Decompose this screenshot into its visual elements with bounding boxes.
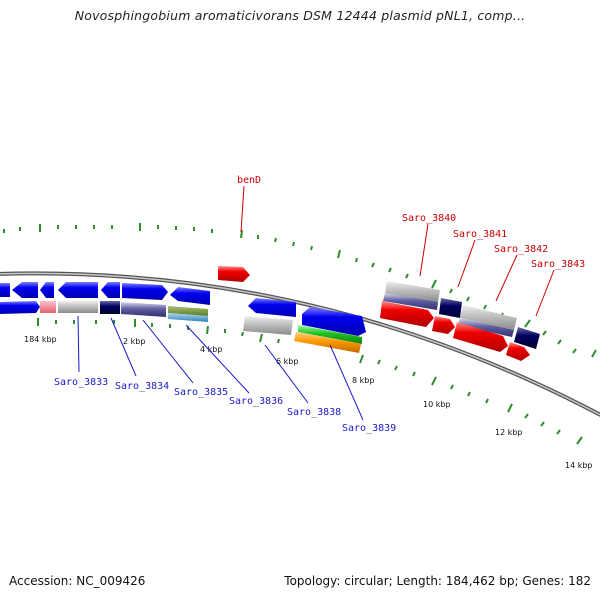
scale-label-184kbp: 184 kbp bbox=[24, 335, 57, 344]
gene-label-saro-3833[interactable]: Saro_3833 bbox=[54, 377, 108, 388]
scale-labels: 184 kbp 2 kbp 4 kbp 6 kbp 8 kbp 10 kbp 1… bbox=[24, 335, 593, 470]
scale-label-8kbp: 8 kbp bbox=[352, 376, 374, 385]
gene-arrow[interactable] bbox=[122, 283, 168, 300]
gene-block[interactable] bbox=[168, 313, 208, 322]
gene-block[interactable] bbox=[458, 318, 514, 337]
gene-label-saro-3836[interactable]: Saro_3836 bbox=[229, 396, 283, 407]
gene-label-saro-3834[interactable]: Saro_3834 bbox=[115, 381, 169, 392]
gene-block[interactable] bbox=[168, 306, 208, 316]
gene-arrow[interactable] bbox=[12, 282, 38, 298]
scale-label-2kbp: 2 kbp bbox=[123, 337, 145, 346]
gene-label-saro-3842[interactable]: Saro_3842 bbox=[494, 244, 548, 255]
gene-arrow[interactable] bbox=[380, 301, 434, 327]
gene-block[interactable] bbox=[243, 316, 293, 335]
gene-row-right[interactable] bbox=[380, 281, 540, 361]
scale-label-6kbp: 6 kbp bbox=[276, 357, 298, 366]
map-title: Novosphingobium aromaticivorans DSM 1244… bbox=[74, 8, 526, 23]
gene-row-outer-left[interactable] bbox=[0, 282, 210, 305]
gene-arrow[interactable] bbox=[58, 282, 98, 298]
top-gene-labels bbox=[240, 185, 555, 317]
gene-arrow[interactable] bbox=[432, 316, 455, 334]
scale-label-14kbp: 14 kbp bbox=[565, 461, 593, 470]
gene-block[interactable] bbox=[385, 281, 440, 302]
gene-arrow[interactable] bbox=[453, 322, 508, 352]
gene-block[interactable] bbox=[294, 332, 361, 353]
gene-block[interactable] bbox=[383, 293, 438, 310]
gene-arrow[interactable] bbox=[506, 342, 530, 361]
gene-arrow[interactable] bbox=[101, 282, 120, 298]
gene-block[interactable] bbox=[460, 305, 517, 330]
gene-arrow[interactable] bbox=[0, 283, 10, 297]
gene-arrow[interactable] bbox=[0, 301, 40, 314]
gene-arrow[interactable] bbox=[218, 266, 250, 282]
gene-row-middle[interactable] bbox=[218, 266, 366, 353]
gene-label-saro-3840[interactable]: Saro_3840 bbox=[402, 213, 456, 224]
gene-arrow[interactable] bbox=[40, 282, 54, 298]
outer-scale-ticks bbox=[3, 223, 597, 358]
gene-arrow[interactable] bbox=[302, 307, 366, 336]
gene-label-saro-3838[interactable]: Saro_3838 bbox=[287, 407, 341, 418]
scale-label-4kbp: 4 kbp bbox=[200, 345, 222, 354]
gene-arrow[interactable] bbox=[170, 287, 210, 305]
gene-block[interactable] bbox=[58, 301, 98, 313]
gene-label-saro-3839[interactable]: Saro_3839 bbox=[342, 423, 396, 434]
gene-block[interactable] bbox=[514, 327, 540, 349]
gene-block[interactable] bbox=[121, 302, 166, 317]
bottom-gene-labels bbox=[77, 315, 364, 421]
gene-block[interactable] bbox=[439, 298, 462, 318]
scale-label-12kbp: 12 kbp bbox=[495, 428, 523, 437]
inner-scale-ticks bbox=[37, 318, 583, 445]
gene-label-saro-3835[interactable]: Saro_3835 bbox=[174, 387, 228, 398]
gene-block[interactable] bbox=[298, 325, 362, 344]
gene-label-saro-3841[interactable]: Saro_3841 bbox=[453, 229, 507, 240]
gene-label-benD[interactable]: benD bbox=[237, 175, 261, 186]
gene-arrow[interactable] bbox=[248, 298, 296, 317]
genome-summary-text: Topology: circular; Length: 184,462 bp; … bbox=[284, 574, 591, 588]
scale-label-10kbp: 10 kbp bbox=[423, 400, 451, 409]
gene-block[interactable] bbox=[100, 301, 120, 314]
gene-block[interactable] bbox=[40, 301, 56, 313]
gene-label-saro-3843[interactable]: Saro_3843 bbox=[531, 259, 585, 270]
accession-text: Accession: NC_009426 bbox=[9, 574, 146, 588]
gene-row-inner-left[interactable] bbox=[0, 301, 208, 322]
